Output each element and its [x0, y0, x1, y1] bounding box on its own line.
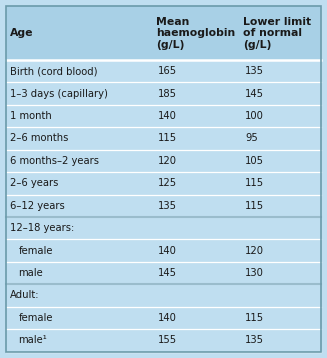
Text: 145: 145: [245, 88, 264, 98]
Text: 140: 140: [158, 111, 177, 121]
Text: 115: 115: [245, 313, 264, 323]
Text: 115: 115: [158, 134, 178, 144]
Text: 135: 135: [158, 201, 177, 211]
Text: Mean
haemoglobin
(g/L): Mean haemoglobin (g/L): [156, 16, 236, 50]
Text: 185: 185: [158, 88, 177, 98]
Text: 1 month: 1 month: [10, 111, 52, 121]
Text: male: male: [18, 268, 43, 278]
Text: 115: 115: [245, 201, 264, 211]
Text: 155: 155: [158, 335, 178, 345]
Text: 105: 105: [245, 156, 264, 166]
Text: male¹: male¹: [18, 335, 47, 345]
Text: 135: 135: [245, 66, 264, 76]
Text: 145: 145: [158, 268, 177, 278]
Text: Lower limit
of normal
(g/L): Lower limit of normal (g/L): [243, 16, 311, 50]
Text: 165: 165: [158, 66, 178, 76]
Text: 1–3 days (capillary): 1–3 days (capillary): [10, 88, 108, 98]
Bar: [6, 6, 321, 60]
Text: 2–6 years: 2–6 years: [10, 178, 58, 188]
Text: Age: Age: [10, 28, 33, 38]
Text: 140: 140: [158, 246, 177, 256]
Text: Adult:: Adult:: [10, 290, 39, 300]
Text: 100: 100: [245, 111, 264, 121]
Text: 12–18 years:: 12–18 years:: [10, 223, 74, 233]
Text: 120: 120: [158, 156, 177, 166]
Text: 95: 95: [245, 134, 258, 144]
Text: 2–6 months: 2–6 months: [10, 134, 68, 144]
Text: 120: 120: [245, 246, 264, 256]
Text: 140: 140: [158, 313, 177, 323]
Text: 6 months–2 years: 6 months–2 years: [10, 156, 99, 166]
Text: Birth (cord blood): Birth (cord blood): [10, 66, 97, 76]
Text: 115: 115: [245, 178, 264, 188]
Text: 130: 130: [245, 268, 264, 278]
Text: female: female: [18, 313, 53, 323]
Text: female: female: [18, 246, 53, 256]
Text: 125: 125: [158, 178, 178, 188]
Text: 6–12 years: 6–12 years: [10, 201, 64, 211]
Text: 135: 135: [245, 335, 264, 345]
